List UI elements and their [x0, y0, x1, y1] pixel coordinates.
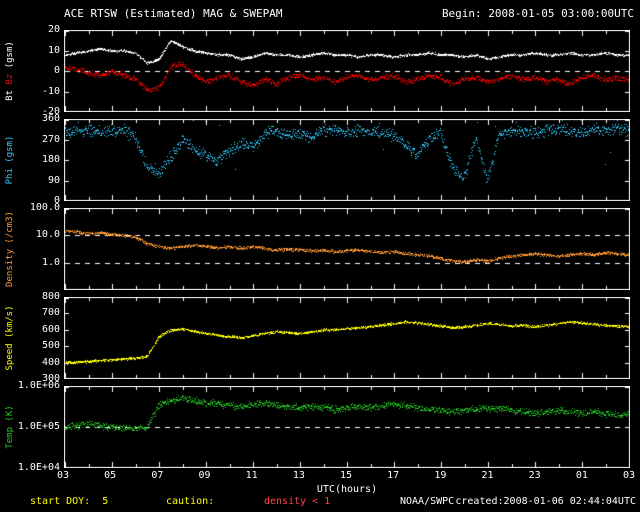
caution-density-note: density < 1	[264, 496, 331, 507]
speed-y-tick-label: 400	[41, 356, 60, 368]
temp-y-tick-label: 1.0E+06	[17, 380, 60, 391]
start-doy-label: start DOY: 5	[30, 496, 109, 507]
x-tick-label: 01	[575, 470, 588, 481]
x-tick-label: 05	[104, 470, 117, 481]
x-tick-label: 03	[57, 470, 70, 481]
x-tick-label: 09	[198, 470, 211, 481]
agency-label: NOAA/SWPC	[400, 496, 455, 507]
axis-label-token: Speed (km/s)	[5, 305, 15, 371]
plot-title: ACE RTSW (Estimated) MAG & SWEPAM	[64, 7, 283, 20]
phi-y-tick-label: 360	[41, 113, 60, 124]
bt-bz-axis-label: Bt Bz (gsm)	[4, 30, 16, 112]
bt-bz-y-tick-label: -10	[41, 85, 60, 97]
x-tick-label: 19	[434, 470, 447, 481]
x-tick-label: 11	[245, 470, 258, 481]
density-y-tick-label: 10.0	[35, 229, 60, 241]
temp-y-tick-label: 1.0E+05	[17, 421, 60, 432]
speed-y-tick-label: 300	[41, 373, 60, 384]
density-axis-label: Density (/cm3)	[4, 208, 16, 290]
phi-axis-label: Phi (gsm)	[4, 119, 16, 201]
speed-plot-canvas	[64, 297, 630, 379]
density-y-tick-label: 1.0	[41, 256, 60, 268]
axis-label-token: Phi (gsm)	[5, 135, 15, 185]
bt-bz-y-tick-label: 20	[47, 24, 60, 35]
phi-plot-canvas	[64, 119, 630, 201]
panel-speed	[64, 297, 630, 379]
x-tick-label: 13	[292, 470, 305, 481]
panel-density	[64, 208, 630, 290]
x-axis-label: UTC(hours)	[316, 484, 378, 495]
x-tick-label: 17	[387, 470, 400, 481]
phi-y-tick-label: 90	[47, 174, 60, 186]
speed-y-tick-label: 500	[41, 340, 60, 352]
x-tick-label: 03	[623, 470, 636, 481]
axis-label-token: Temp (K)	[5, 405, 15, 449]
panel-bt-bz	[64, 30, 630, 112]
speed-y-tick-label: 600	[41, 323, 60, 335]
speed-axis-label: Speed (km/s)	[4, 297, 16, 379]
bt-bz-y-tick-label: 0	[53, 65, 60, 76]
caution-label: caution:	[166, 496, 215, 507]
speed-y-tick-label: 700	[41, 307, 60, 319]
density-plot-canvas	[64, 208, 630, 290]
panel-phi	[64, 119, 630, 201]
axis-label-token: Bt	[5, 84, 15, 101]
axis-label-token: Bz	[5, 73, 15, 85]
density-y-tick-label: 100.0	[29, 202, 60, 213]
temp-axis-label: Temp (K)	[4, 386, 16, 468]
panel-temp	[64, 386, 630, 468]
speed-y-tick-label: 800	[41, 291, 60, 302]
temp-y-tick-label: 1.0E+04	[17, 462, 60, 473]
bt-bz-plot-canvas	[64, 30, 630, 112]
x-tick-label: 15	[340, 470, 353, 481]
bt-bz-y-tick-label: -20	[41, 106, 60, 117]
axis-label-token: (gsm)	[5, 41, 15, 74]
x-tick-label: 07	[151, 470, 164, 481]
created-timestamp: created:2008-01-06 02:44:04UTC	[455, 496, 636, 507]
begin-timestamp: Begin: 2008-01-05 03:00:00UTC	[441, 7, 634, 20]
x-tick-label: 23	[528, 470, 541, 481]
temp-plot-canvas	[64, 386, 630, 468]
x-tick-label: 21	[481, 470, 494, 481]
phi-y-tick-label: 0	[53, 195, 60, 206]
bt-bz-y-tick-label: 10	[47, 44, 60, 56]
phi-y-tick-label: 270	[41, 133, 60, 145]
phi-y-tick-label: 180	[41, 154, 60, 165]
axis-label-token: Density (/cm3)	[5, 211, 15, 287]
